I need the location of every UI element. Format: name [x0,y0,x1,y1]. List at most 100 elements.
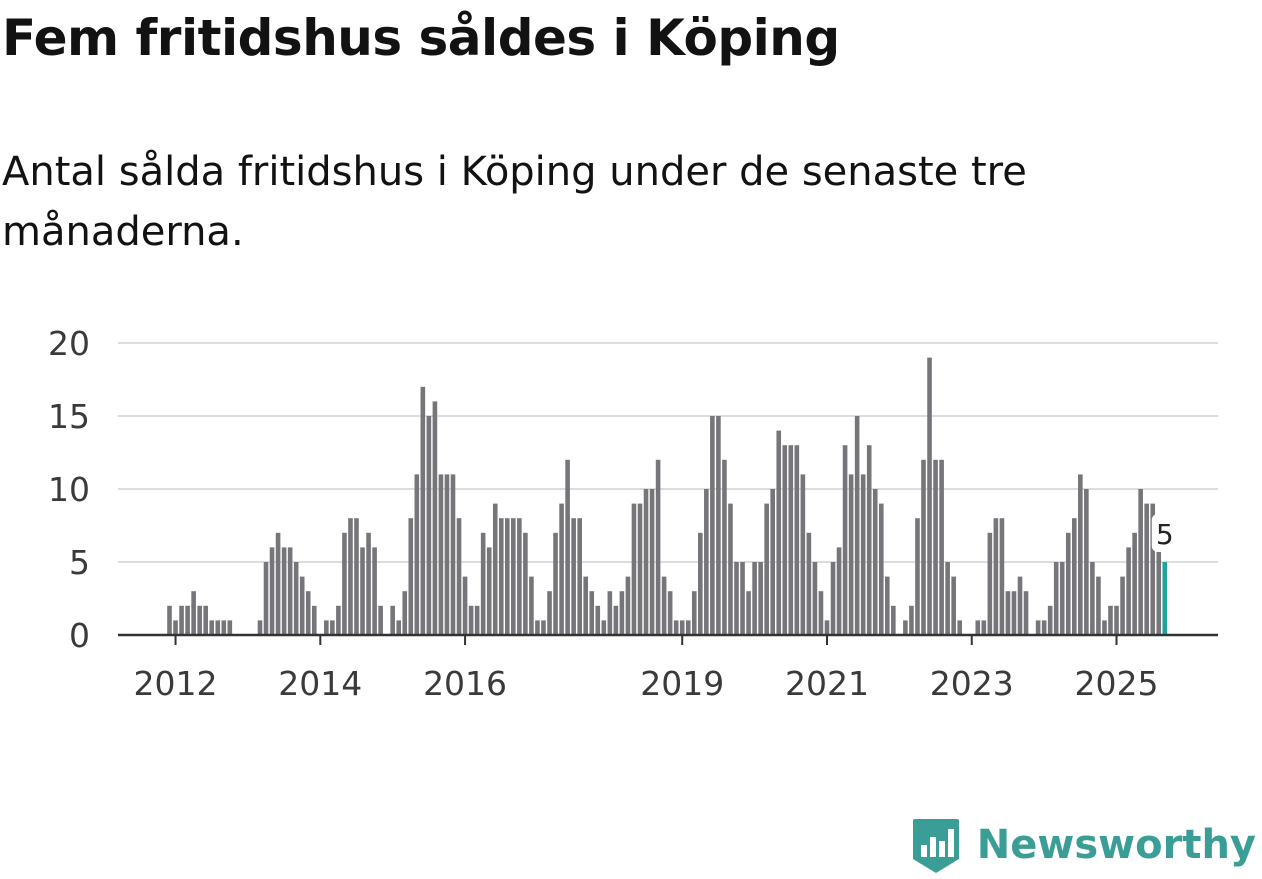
y-axis-ticks: 0 5 10 15 20 [48,324,90,655]
bar [1132,532,1137,635]
bar-chart: 0 5 10 15 20 2012 2014 2016 2019 2021 2023 2025 5 [48,324,1218,703]
bar [848,474,854,635]
bar [197,605,202,635]
x-axis-ticks: 2012 2014 2016 2019 2021 2023 2025 [134,635,1159,703]
bar [661,576,667,635]
bar [866,445,872,635]
bar [342,532,347,635]
bar [909,605,914,635]
bar [625,576,631,635]
bar [492,503,498,635]
bar [981,620,987,635]
bar [281,547,287,635]
bar [939,459,944,635]
bar [408,518,414,635]
newsworthy-brand[interactable]: Newsworthy [911,813,1256,877]
bar [788,445,794,635]
bar [480,532,486,635]
bar [311,605,317,635]
bar [541,620,546,635]
bar [336,605,341,635]
bar [583,576,589,635]
bar [957,620,962,635]
x-tick-label: 2025 [1075,664,1159,703]
bar [854,416,860,635]
bar [830,562,836,635]
bar [257,620,263,635]
x-tick-label: 2014 [278,664,362,703]
bar [691,591,697,635]
bar [263,562,269,635]
bar [287,547,293,635]
bar [746,591,751,635]
bar [595,605,601,635]
bar [891,605,896,635]
bar [366,532,371,635]
bar [1059,562,1065,635]
bar [571,518,576,635]
bar [1017,576,1023,635]
bar [722,459,727,635]
bar [456,518,462,635]
bar [667,591,673,635]
bar [360,547,365,635]
bar [999,518,1005,635]
bar [1011,591,1017,635]
bar [275,532,281,635]
bar [734,562,739,635]
bar [716,416,721,635]
bar [523,532,528,635]
bar [1114,605,1119,635]
bar [1047,605,1053,635]
bar [1156,547,1162,635]
bar [951,576,956,635]
bar [631,503,637,635]
bar [872,489,878,635]
bar [390,605,395,635]
bar [1035,620,1041,635]
bar [348,518,353,635]
bar [565,459,570,635]
bar [1144,503,1149,635]
bar [643,489,649,635]
bar [426,416,432,635]
chart-subtitle: Antal sålda fritidshus i Köping under de… [2,149,1027,255]
bar [613,605,619,635]
bar [535,620,540,635]
annotation: 5 [1151,514,1178,552]
bar [432,401,438,635]
bar [728,503,733,635]
bar [185,605,190,635]
x-tick-label: 2021 [785,664,869,703]
bar [655,459,661,635]
bar [305,591,311,635]
bar [637,503,643,635]
bar [710,416,715,635]
bar [794,445,800,635]
bar [1126,547,1131,635]
bar [812,562,818,635]
bar [1090,562,1095,635]
latest-value-label: 5 [1156,518,1174,551]
bar [517,518,522,635]
bar [945,562,950,635]
bar [1078,474,1083,635]
bars [118,357,1218,637]
bar [752,562,757,635]
bar [191,591,196,635]
bar [1005,591,1011,635]
bar [921,459,926,635]
bar [486,547,492,635]
bar [685,620,691,635]
bar [293,562,299,635]
bar [782,445,788,635]
bar [179,605,184,635]
bar [209,620,215,635]
bar [1084,489,1089,635]
bar [806,532,812,635]
y-tick-label: 15 [48,397,90,436]
bar [673,620,679,635]
bar [1138,489,1143,635]
bar [203,605,208,635]
bar [402,591,408,635]
